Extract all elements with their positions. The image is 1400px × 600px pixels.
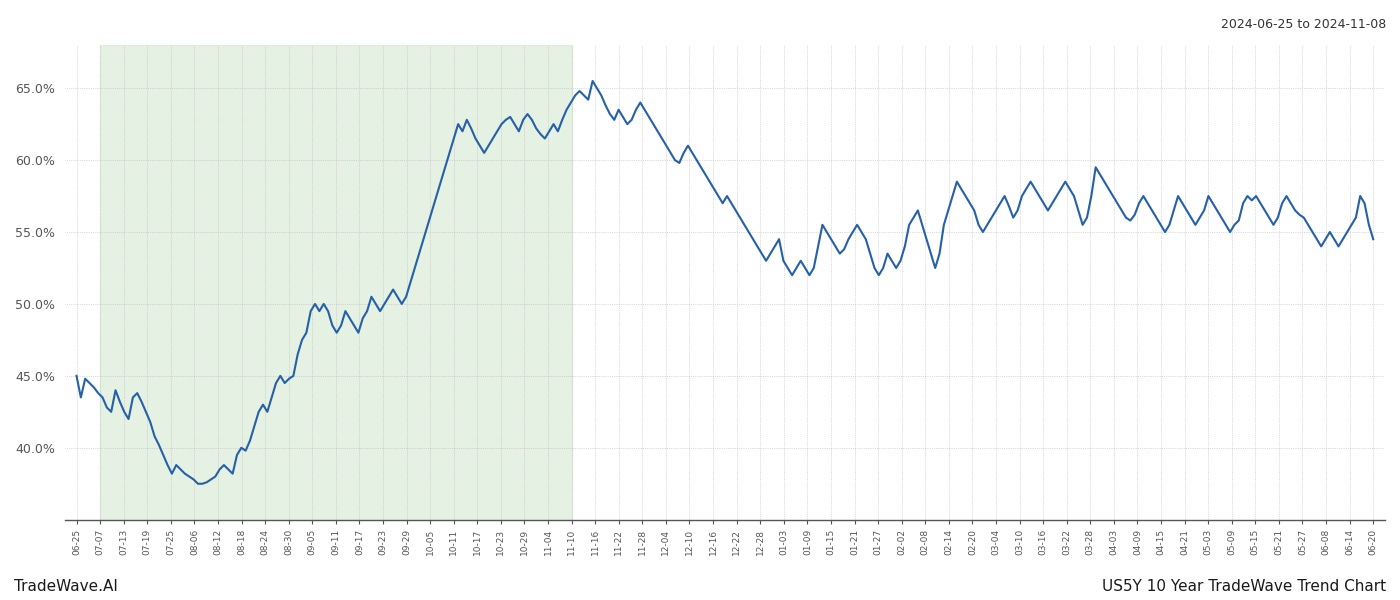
Text: US5Y 10 Year TradeWave Trend Chart: US5Y 10 Year TradeWave Trend Chart xyxy=(1102,579,1386,594)
Text: 2024-06-25 to 2024-11-08: 2024-06-25 to 2024-11-08 xyxy=(1221,18,1386,31)
Bar xyxy=(99,45,571,520)
Text: TradeWave.AI: TradeWave.AI xyxy=(14,579,118,594)
